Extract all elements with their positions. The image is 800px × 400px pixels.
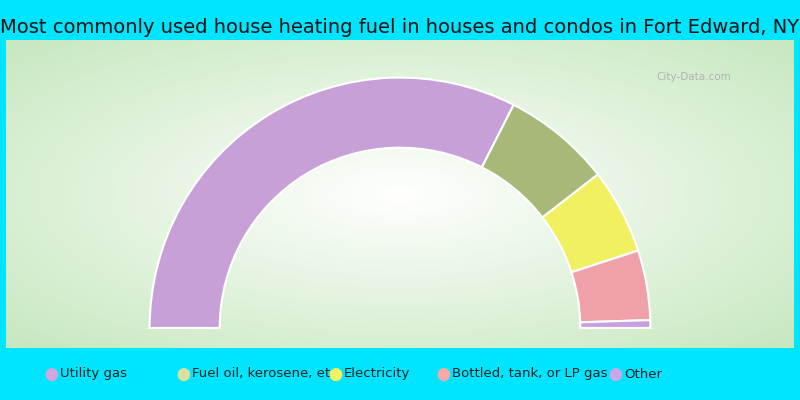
Text: Other: Other [624, 368, 662, 380]
Wedge shape [580, 320, 650, 328]
Text: City-Data.com: City-Data.com [656, 72, 730, 82]
Text: ⬤: ⬤ [44, 367, 58, 381]
Text: Electricity: Electricity [344, 368, 410, 380]
Text: ⬤: ⬤ [328, 367, 342, 381]
Wedge shape [150, 78, 514, 328]
Wedge shape [571, 250, 650, 322]
Text: Bottled, tank, or LP gas: Bottled, tank, or LP gas [452, 368, 607, 380]
Wedge shape [482, 105, 598, 218]
Text: ⬤: ⬤ [436, 367, 450, 381]
Text: ⬤: ⬤ [608, 367, 622, 381]
Text: ⬤: ⬤ [176, 367, 190, 381]
Text: Most commonly used house heating fuel in houses and condos in Fort Edward, NY: Most commonly used house heating fuel in… [1, 18, 799, 37]
Text: Fuel oil, kerosene, etc.: Fuel oil, kerosene, etc. [192, 368, 342, 380]
Wedge shape [542, 174, 638, 272]
Text: Utility gas: Utility gas [60, 368, 127, 380]
